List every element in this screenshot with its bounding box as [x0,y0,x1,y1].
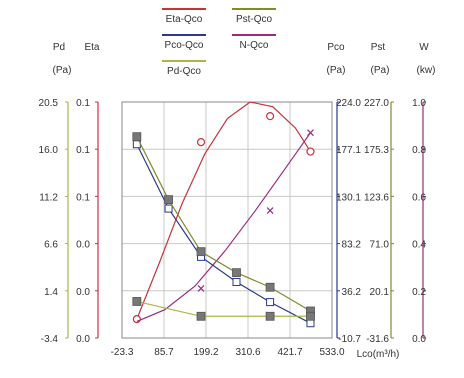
data-point [197,285,205,292]
data-point [266,207,274,214]
data-point [164,195,173,205]
data-point [132,132,142,142]
x-tick-label: -23.3 [111,347,134,358]
y-tick-label-eta: 0.1 [76,145,90,156]
x-tick-label: 199.2 [193,347,218,358]
y-axes: 20.5 16.0 11.2 6.6 1.4 -3.4 0.1 0.1 0.1 0.0 0.0 0.0… [39,98,427,345]
series-line-0 [136,101,311,320]
axis-unit-n: (kw) [417,65,436,76]
x-tick-label: 421.7 [277,347,302,358]
y-tick-label-n: 0.4 [412,240,426,251]
axis-title-n: W [419,42,429,53]
y-tick-label-pst: 20.1 [370,287,390,298]
y-tick-label-eta: 0.0 [76,240,90,251]
y-tick-label-eta: 0.1 [76,192,90,203]
x-tick-label: 310.6 [235,347,260,358]
y-tick-label-pst: -31.6 [366,334,389,345]
y-tick-label-eta: 0.0 [76,287,90,298]
y-tick-label-pco: 177.1 [336,145,361,156]
y-tick-label-pd: 11.2 [39,192,58,203]
axis-unit-pst: (Pa) [371,65,390,76]
data-point [266,298,275,307]
y-tick-label-eta: 0.1 [76,98,90,109]
data-point [232,268,241,278]
y-tick-label-pd: 6.6 [44,240,58,251]
legend-label: Pd-Qco [167,66,201,77]
data-point [265,282,275,292]
x-tick-label: 533.0 [319,347,344,358]
x-tick-label: 85.7 [154,347,174,358]
y-tick-label-pco: 130.1 [336,192,361,203]
axis-titles: Pd (Pa) Eta Pco (Pa) Pst (Pa) W (kw) [53,42,436,76]
axis-title-pst: Pst [371,42,386,53]
data-point [132,297,142,306]
y-tick-label-pco: 83.2 [342,240,362,251]
series-line-2 [136,132,311,323]
plot-frame [121,101,333,339]
series-line-4 [136,143,311,324]
legend-label: Eta-Qco [166,14,203,25]
axis-title-pd: Pd [53,42,65,53]
data-point [265,112,275,121]
y-tick-label-n: 0.6 [412,192,426,203]
legend-label: N-Qco [240,40,269,51]
y-tick-label-pd: 20.5 [39,98,59,109]
y-tick-label-pd: 16.0 [39,145,59,156]
y-tick-label-pd: 1.4 [44,287,58,298]
data-point [196,311,206,321]
y-tick-label-pst: 227.0 [364,98,389,109]
y-tick-label-n: 0.0 [412,334,426,345]
legend: Eta-Qco Pst-Qco Pco-Qco N-Qco Pd-Qco [162,8,276,77]
y-tick-label-n: 0.8 [412,145,426,156]
axis-unit-pco: (Pa) [327,65,346,76]
y-tick-label-pst: 123.6 [364,192,389,203]
y-tick-label-n: 0.2 [412,287,426,298]
data-point [265,311,275,321]
y-tick-label-pco: 224.0 [336,98,361,109]
y-tick-label-n: 1.0 [412,98,426,109]
axis-title-pco: Pco [327,42,345,53]
y-tick-label-pst: 71.0 [370,240,390,251]
data-point [306,319,315,328]
x-axis-label: Lco(m³/h) [357,349,400,360]
axis-unit-pd: (Pa) [53,65,72,76]
data-point [306,147,315,156]
x-axis: -23.3 85.7 199.2 310.6 421.7 533.0 Lco(m³/h) [111,347,400,360]
y-tick-label-pd: -3.4 [41,334,59,345]
legend-label: Pco-Qco [165,40,204,51]
gridlines [121,101,333,339]
data-point [307,129,314,137]
y-tick-label-pst: 175.3 [364,145,389,156]
axis-title-eta: Eta [84,42,99,53]
legend-label: Pst-Qco [236,14,273,25]
y-tick-label-pco: 36.2 [342,287,362,298]
data-point [196,138,206,147]
data-point [232,277,241,286]
data-point [306,311,315,321]
series-line-5 [136,136,311,312]
data-point [196,247,206,257]
data-point [132,315,141,324]
series-line-6 [136,300,311,317]
y-tick-label-pco: -10.7 [338,334,361,345]
data-point [164,204,173,213]
series-layer [132,101,315,328]
y-tick-label-eta: 0.0 [76,334,90,345]
